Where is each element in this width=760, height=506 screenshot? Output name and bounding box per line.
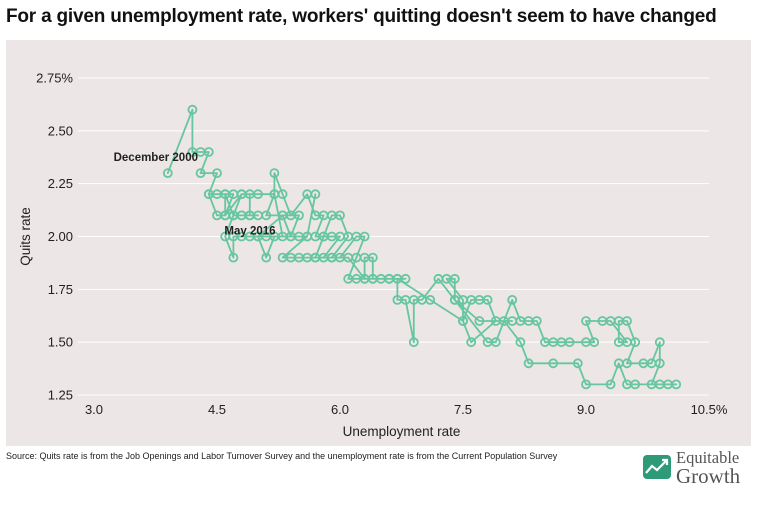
y-tick-label: 1.75: [48, 282, 73, 297]
data-point: [531, 316, 542, 326]
x-tick-label: 7.5: [454, 402, 472, 417]
data-point: [244, 189, 255, 200]
data-point: [203, 189, 214, 200]
data-point: [474, 316, 485, 326]
data-point: [228, 210, 239, 221]
annotation-start: December 2000: [114, 152, 198, 164]
x-tick-label: 10.5%: [691, 402, 728, 417]
series-line: [166, 108, 678, 386]
y-axis-title: Quits rate: [18, 207, 33, 266]
data-point: [367, 252, 378, 263]
x-axis-title: Unemployment rate: [343, 424, 461, 439]
data-point: [630, 337, 641, 348]
data-point: [220, 189, 231, 200]
data-point: [294, 210, 304, 221]
data-point: [277, 252, 288, 263]
data-point: [359, 231, 370, 242]
data-point: [228, 252, 239, 263]
x-tick-label: 6.0: [331, 402, 349, 417]
data-point: [466, 337, 477, 348]
data-point: [318, 231, 329, 242]
data-point: [581, 379, 591, 390]
data-point: [285, 231, 296, 242]
data-point: [589, 337, 600, 348]
data-point: [654, 337, 665, 348]
data-point: [433, 273, 444, 284]
data-point: [458, 316, 468, 326]
data-point: [310, 189, 321, 200]
growth-chart-icon: [643, 455, 671, 479]
data-point: [343, 252, 354, 263]
data-point: [605, 379, 616, 390]
data-point: [269, 168, 280, 179]
y-tick-label: 1.50: [48, 335, 73, 350]
data-point: [261, 252, 272, 263]
data-point: [613, 358, 624, 369]
data-point: [564, 337, 575, 348]
data-point: [392, 294, 403, 305]
data-point: [335, 210, 345, 221]
data-point: [449, 273, 460, 284]
data-point: [203, 147, 214, 157]
y-tick-label: 2.75%: [36, 71, 73, 86]
data-point: [581, 316, 591, 326]
data-point: [277, 210, 288, 221]
data-point: [269, 231, 280, 242]
source-note: Source: Quits rate is from the Job Openi…: [6, 451, 558, 461]
data-point: [622, 379, 632, 390]
data-point: [220, 231, 231, 242]
chart-title: For a given unemployment rate, workers' …: [6, 6, 717, 27]
data-point: [212, 168, 222, 179]
data-point: [671, 379, 682, 390]
data-point: [613, 337, 624, 348]
data-point: [187, 104, 198, 115]
annotations: December 2000 May 2016: [114, 152, 276, 237]
x-tick-label: 9.0: [577, 402, 595, 417]
annotation-end: May 2016: [224, 225, 275, 237]
data-point: [490, 337, 501, 348]
data-point: [408, 337, 419, 348]
y-tick-label: 2.50: [48, 123, 73, 138]
data-point: [572, 358, 583, 369]
data-point: [548, 358, 559, 369]
data-point: [277, 189, 288, 200]
brand-name-line1: Equitable: [676, 448, 740, 467]
data-point: [523, 358, 534, 369]
series-group: [162, 104, 682, 390]
brand-logo[interactable]: Equitable Growth: [642, 448, 754, 488]
unemployment-quits-chart: 1.25 1.50 1.75 2.00 2.25 2.50 2.75% 3.0 4.5 6.0 7.…: [18, 71, 728, 440]
data-point: [195, 168, 206, 179]
data-point: [507, 294, 518, 305]
data-point: [654, 358, 665, 369]
data-point: [482, 294, 493, 305]
y-tick-label: 2.00: [48, 229, 73, 244]
gridlines: [78, 77, 709, 396]
data-point: [622, 316, 632, 326]
tick-labels: 1.25 1.50 1.75 2.00 2.25 2.50 2.75% 3.0 4.5 6.0 7.…: [36, 71, 728, 418]
data-point: [449, 294, 460, 305]
data-point: [326, 252, 337, 263]
brand-name-line2: Growth: [676, 464, 741, 488]
data-point: [162, 168, 173, 179]
y-tick-label: 1.25: [48, 388, 73, 403]
data-point: [515, 337, 526, 348]
x-tick-label: 4.5: [208, 402, 226, 417]
y-tick-label: 2.25: [48, 176, 73, 191]
x-tick-label: 3.0: [85, 402, 103, 417]
data-point: [507, 316, 518, 326]
data-point: [359, 273, 370, 284]
plot-background: [6, 40, 751, 446]
